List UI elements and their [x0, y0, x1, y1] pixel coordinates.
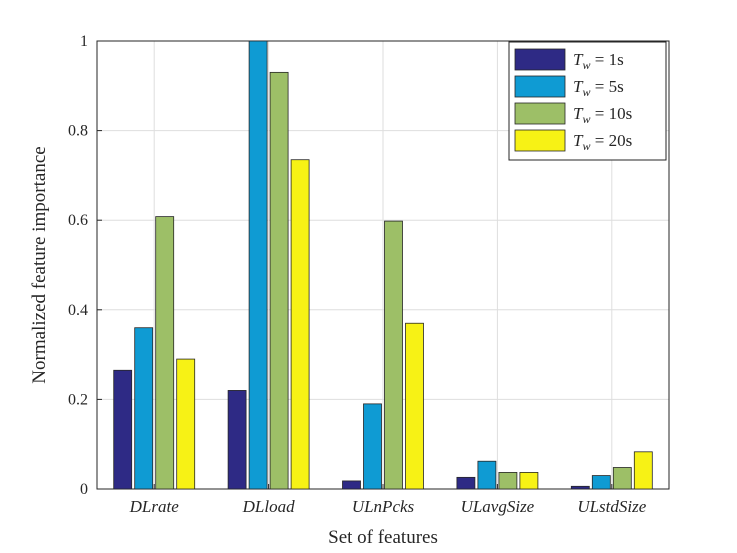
bar-series-group [113, 40, 653, 490]
bar [363, 403, 382, 490]
x-tick-label: ULnPcks [352, 497, 415, 516]
bar [591, 475, 611, 490]
x-tick-label: DLload [242, 497, 295, 516]
bar [384, 220, 403, 490]
y-axis-title: Normalized feature importance [29, 146, 50, 383]
bar [405, 322, 424, 490]
bar [456, 476, 476, 490]
legend-swatch [514, 129, 566, 152]
legend: Tw = 1s Tw = 5s Tw = 10s Tw = 20s [508, 41, 667, 161]
legend-swatch [514, 75, 566, 98]
y-tick-label: 0 [80, 481, 88, 498]
x-tick-label: DLrate [129, 497, 180, 516]
legend-swatch [514, 102, 566, 125]
bar [155, 216, 175, 490]
x-axis-title: Set of features [328, 527, 438, 548]
y-tick-label: 1 [80, 33, 88, 50]
bar [269, 71, 289, 490]
legend-swatch [514, 48, 566, 71]
legend-label: Tw = 1s [573, 50, 624, 72]
bar [342, 480, 361, 490]
x-tick-label: ULavgSize [461, 497, 535, 516]
legend-label: Tw = 10s [573, 104, 632, 126]
legend-label: Tw = 20s [573, 131, 632, 153]
bar [633, 451, 653, 490]
bar [498, 472, 518, 490]
x-tick-label: ULstdSize [577, 497, 646, 516]
bar [290, 159, 310, 490]
bar [477, 460, 497, 490]
bar [113, 369, 133, 490]
bar [519, 472, 539, 490]
y-tick-label: 0.8 [68, 123, 88, 140]
bar [248, 40, 268, 490]
bar [134, 327, 154, 490]
y-tick-label: 0.4 [68, 302, 88, 319]
y-axis-ticks: 0 0.2 0.4 0.6 0.8 1 [68, 33, 102, 498]
legend-label: Tw = 5s [573, 77, 624, 99]
y-tick-label: 0.2 [68, 391, 88, 408]
bar [570, 485, 590, 490]
bar [612, 467, 632, 490]
x-axis-ticks: DLrate DLload ULnPcks ULavgSize ULstdSize [129, 484, 647, 516]
bar [227, 390, 247, 490]
y-tick-label: 0.6 [68, 212, 88, 229]
bar [176, 358, 196, 490]
